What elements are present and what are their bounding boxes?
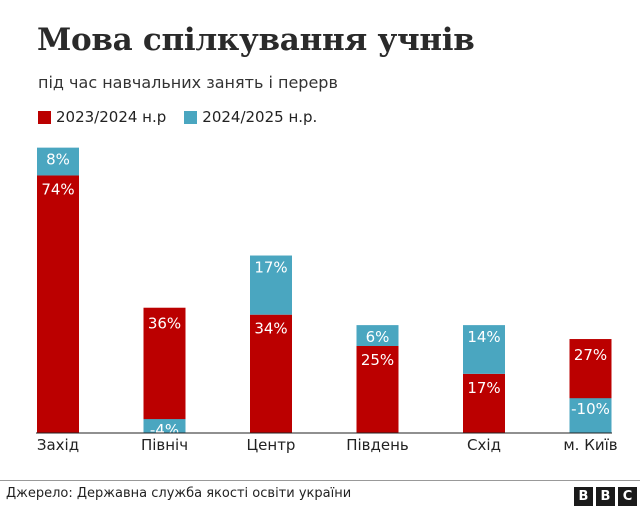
bar-2023-2024	[356, 346, 399, 433]
data-label-2024-2025: -10%	[571, 400, 610, 418]
x-tick-label: Північ	[141, 436, 188, 454]
legend-item-2024-2025: 2024/2025 н.р.	[184, 108, 317, 126]
source-note: Джерело: Державна служба якості освіти у…	[6, 486, 352, 501]
bbc-logo-letter: C	[618, 487, 637, 506]
x-tick-label: м. Київ	[563, 436, 617, 454]
data-label-2023-2024: 25%	[361, 351, 394, 369]
data-label-2023-2024: 74%	[41, 180, 74, 198]
bar-2024-2025	[37, 147, 79, 176]
data-label-2023-2024: 27%	[574, 346, 607, 364]
legend-swatch-blue	[184, 110, 198, 124]
chart-title: Мова спілкування учнів	[37, 22, 475, 58]
data-label-2024-2025: 14%	[467, 328, 500, 346]
bbc-logo-letter: B	[596, 487, 615, 506]
bar-2024-2025	[463, 325, 505, 374]
bar-2024-2025	[250, 255, 292, 315]
bar-2023-2024	[143, 307, 186, 433]
x-tick-label: Південь	[346, 436, 409, 454]
data-label-2024-2025: 6%	[366, 328, 390, 346]
x-tick-label: Схід	[467, 436, 501, 454]
legend-item-2023-2024: 2023/2024 н.р	[38, 108, 166, 126]
x-tick-label: Захід	[37, 436, 79, 454]
x-tick-label: Центр	[247, 436, 296, 454]
data-label-2023-2024: 36%	[148, 315, 181, 333]
bar-2024-2025	[143, 419, 186, 433]
data-label-2024-2025: 8%	[46, 151, 70, 169]
chart-subtitle: під час навчальних занять і перерв	[38, 73, 338, 92]
footer-divider	[0, 480, 640, 481]
bar-2023-2024	[463, 373, 505, 433]
data-label-2023-2024: 34%	[254, 320, 287, 338]
legend-swatch-red	[38, 110, 51, 124]
data-label-2023-2024: 17%	[467, 379, 500, 397]
data-label-2024-2025: -4%	[150, 421, 179, 439]
bar-2023-2024	[250, 314, 292, 433]
data-label-2024-2025: 17%	[254, 259, 287, 277]
bar-2023-2024	[37, 175, 79, 434]
bbc-logo-letter: B	[574, 487, 593, 506]
bar-chart: 8% 74% Захід -4% 36% Північ 17% 34% Центр 6% 25% Пі…	[36, 147, 618, 454]
bar-2024-2025	[356, 325, 399, 346]
legend-label-2024-2025: 2024/2025 н.р.	[202, 108, 318, 126]
legend-label-2023-2024: 2023/2024 н.р	[56, 108, 167, 126]
bar-2024-2025	[569, 398, 612, 433]
bbc-logo: B B C	[571, 487, 637, 506]
legend: 2023/2024 н.р 2024/2025 н.р.	[38, 108, 335, 126]
